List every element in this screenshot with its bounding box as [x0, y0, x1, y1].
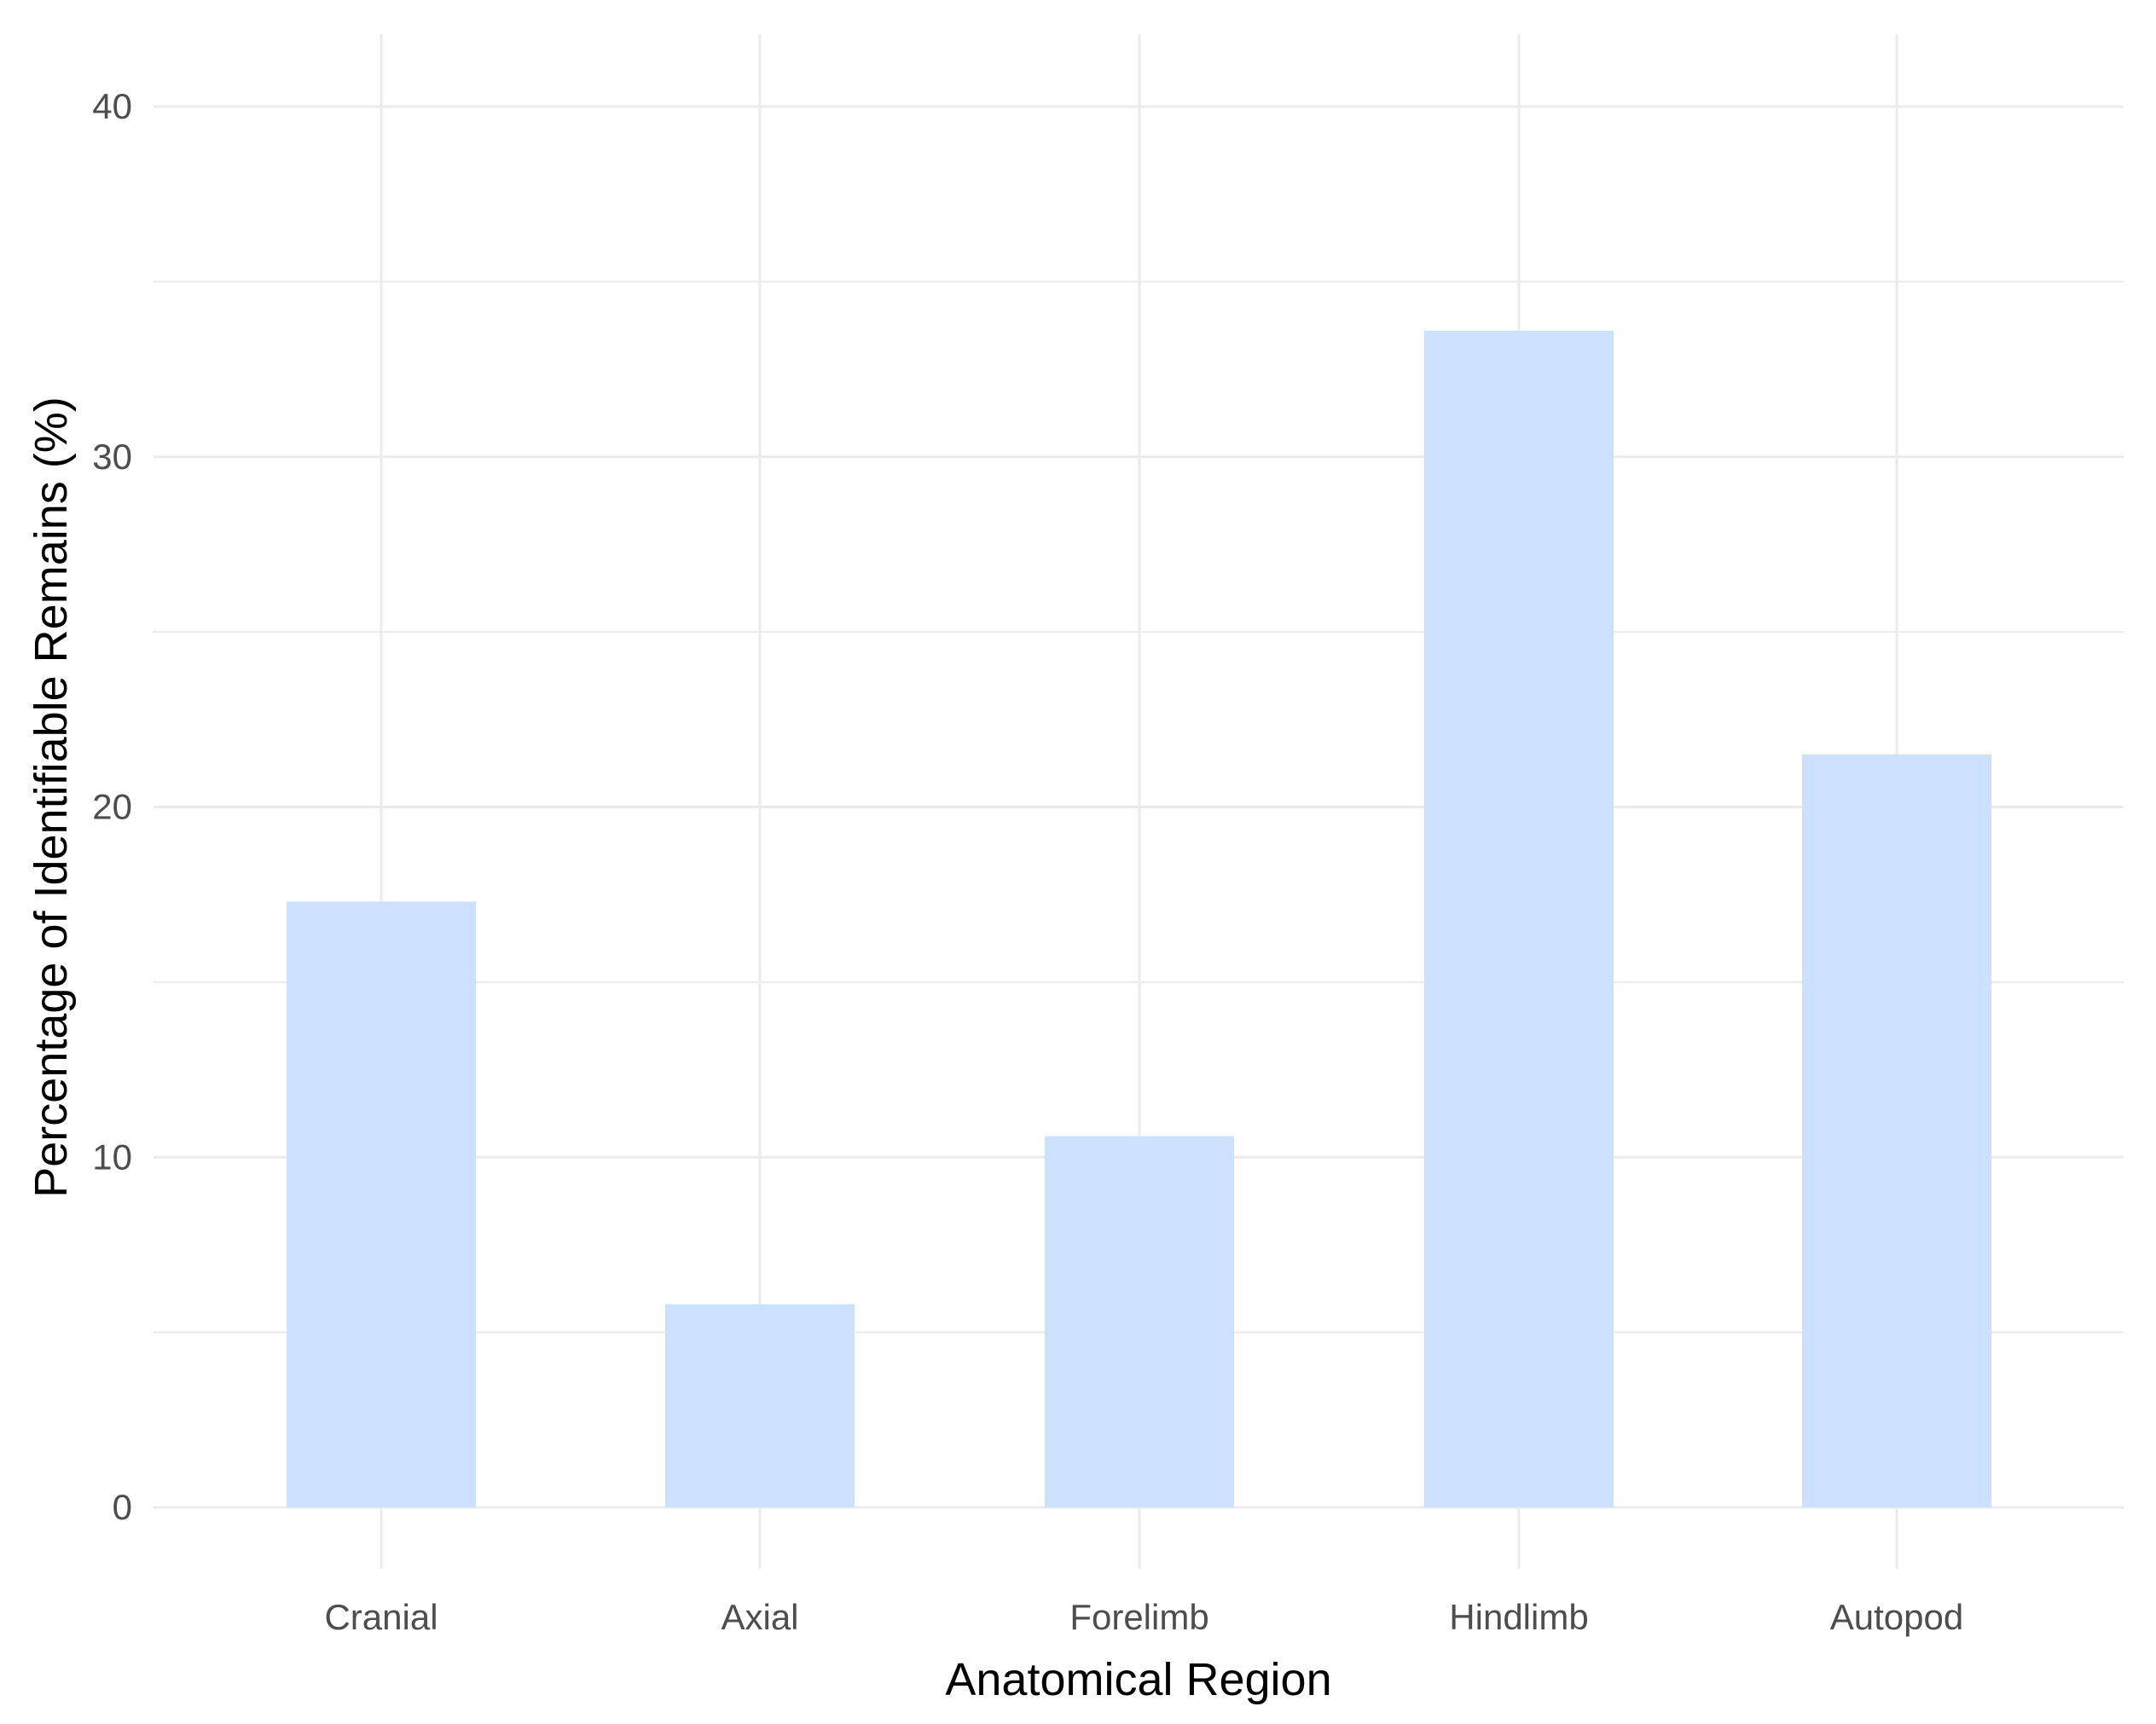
y-tick-label: 30 [92, 437, 132, 477]
x-axis-title: Anatomical Region [945, 1654, 1331, 1705]
y-axis-ticks: 0 10 20 30 40 [92, 86, 132, 1527]
y-tick-label: 20 [92, 787, 132, 827]
x-tick-label-autopod: Autopod [1830, 1597, 1963, 1637]
bar-axial [665, 1304, 855, 1507]
x-tick-label-forelimb: Forelimb [1069, 1597, 1208, 1637]
bar-forelimb [1045, 1136, 1234, 1507]
bar-autopod [1802, 754, 1991, 1507]
y-tick-label: 0 [113, 1487, 132, 1527]
y-tick-label: 10 [92, 1137, 132, 1177]
bar-hindlimb [1424, 330, 1614, 1507]
y-axis-title: Percentage of Identifiable Remains (%) [26, 396, 77, 1198]
x-axis-ticks: Cranial Axial Forelimb Hindlimb Autopod [324, 1597, 1963, 1637]
x-tick-label-hindlimb: Hindlimb [1449, 1597, 1588, 1637]
y-tick-label: 40 [92, 86, 132, 126]
x-tick-label-axial: Axial [721, 1597, 798, 1637]
bar-cranial [287, 901, 476, 1507]
x-tick-label-cranial: Cranial [324, 1597, 438, 1637]
bars [287, 330, 1991, 1507]
